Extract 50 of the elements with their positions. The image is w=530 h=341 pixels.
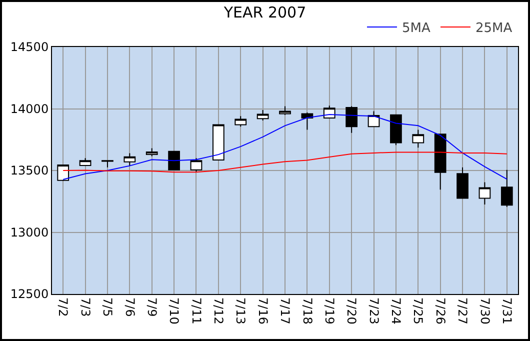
line-series: [62, 152, 508, 173]
x-tick-label: 7/26: [433, 297, 448, 324]
candlestick: [478, 182, 491, 205]
legend-label: 5MA: [402, 21, 430, 36]
x-tick-label: 7/25: [411, 297, 426, 324]
y-tick-label: 13500: [10, 164, 49, 178]
x-tick-label: 7/9: [144, 297, 159, 317]
candlestick: [279, 106, 291, 116]
candlestick: [212, 124, 224, 160]
candlestick: [102, 160, 114, 168]
x-tick-label: 7/17: [278, 297, 292, 324]
line-series: [62, 114, 508, 180]
x-tick-label: 7/3: [78, 297, 92, 317]
candlestick: [79, 158, 92, 166]
candlestick: [146, 148, 158, 157]
y-tick-label: 12500: [10, 287, 49, 302]
candlestick: [256, 109, 269, 121]
x-tick-label: 7/24: [389, 297, 404, 324]
y-tick-label: 14500: [10, 40, 49, 54]
x-tick-label: 7/5: [100, 297, 115, 317]
x-tick-label: 7/10: [167, 297, 182, 324]
candlestick: [168, 150, 180, 170]
x-tick-label: 7/12: [212, 297, 226, 324]
y-tick-label: 14000: [10, 102, 49, 116]
candlestick: [456, 166, 468, 199]
x-tick-label: 7/11: [189, 297, 204, 324]
candlestick: [190, 158, 202, 172]
candlestick: [390, 114, 402, 146]
x-tick-label: 7/18: [300, 297, 314, 324]
x-tick-label: 7/13: [234, 297, 248, 324]
x-tick-label: 7/27: [456, 297, 470, 324]
candlestick: [323, 105, 336, 119]
candlestick: [434, 134, 446, 190]
x-tick-label: 7/6: [122, 297, 137, 317]
candlestick: [57, 164, 70, 182]
x-tick-label: 7/16: [256, 297, 270, 324]
chart-title: YEAR 2007: [222, 4, 306, 22]
candlestick: [124, 152, 136, 166]
y-tick-label: 13000: [10, 225, 49, 240]
legend-label: 25MA: [475, 21, 512, 36]
x-tick-label: 7/2: [56, 297, 70, 317]
x-tick-label: 7/31: [500, 297, 514, 324]
candlestick: [500, 169, 513, 208]
x-tick-label: 7/20: [344, 297, 359, 324]
candlestick: [412, 129, 424, 148]
x-tick-label: 7/23: [366, 297, 381, 324]
x-tick-label: 7/30: [478, 297, 492, 324]
candlestick: [346, 106, 358, 134]
candlestick: [234, 116, 247, 128]
x-tick-label: 7/19: [322, 297, 336, 324]
